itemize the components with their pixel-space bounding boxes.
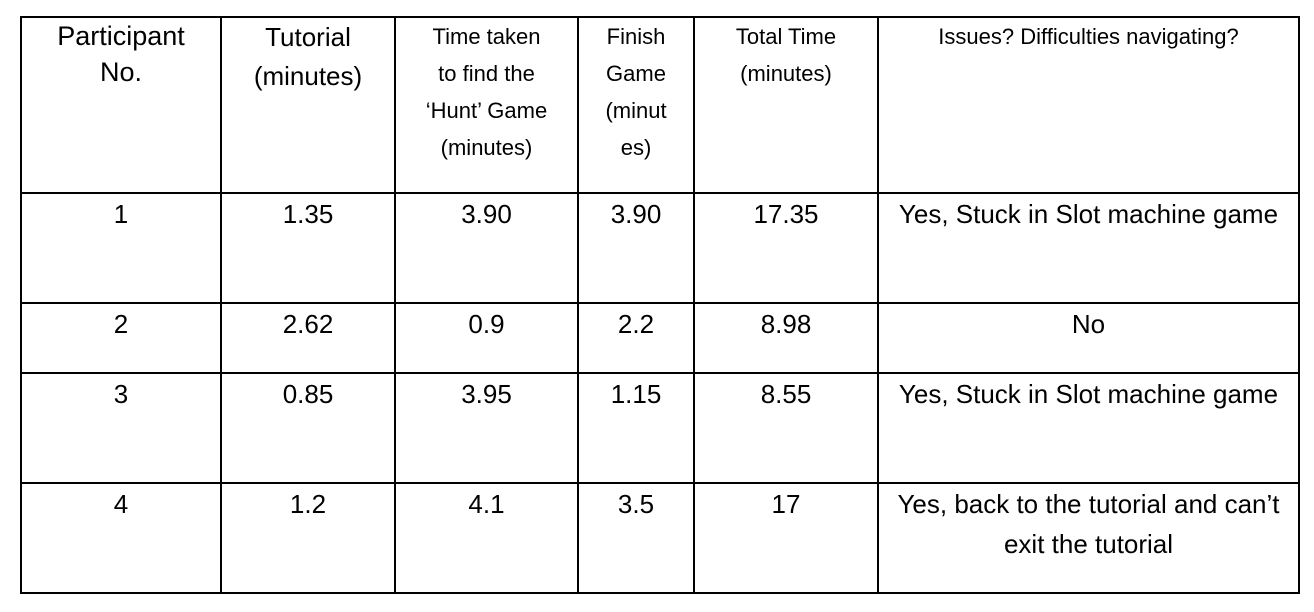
- total-time-cell: 17: [693, 482, 879, 594]
- hunt-time-cell: 3.95: [394, 372, 579, 484]
- hunt-time-cell: 3.90: [394, 192, 579, 304]
- issues-cell: Yes, Stuck in Slot machine game: [877, 372, 1300, 484]
- hunt-time-cell: 0.9: [394, 302, 579, 374]
- table-row: 3 0.85 3.95 1.15 8.55 Yes, Stuck in Slot…: [20, 372, 1300, 484]
- total-time-cell: 8.98: [693, 302, 879, 374]
- table-row: 2 2.62 0.9 2.2 8.98 No: [20, 302, 1300, 374]
- total-time-cell: 8.55: [693, 372, 879, 484]
- table-header-row: Participant No. Tutorial (minutes) Time …: [20, 16, 1300, 194]
- hunt-time-cell: 4.1: [394, 482, 579, 594]
- table-row: 4 1.2 4.1 3.5 17 Yes, back to the tutori…: [20, 482, 1300, 594]
- issues-cell: No: [877, 302, 1300, 374]
- finish-game-cell: 3.5: [577, 482, 695, 594]
- total-time-cell: 17.35: [693, 192, 879, 304]
- issues-cell: Yes, back to the tutorial and can’t exit…: [877, 482, 1300, 594]
- participant-cell: 1: [20, 192, 222, 304]
- tutorial-cell: 1.35: [220, 192, 396, 304]
- header-time-to-find-hunt: Time taken to find the ‘Hunt’ Game (minu…: [394, 16, 579, 194]
- participant-cell: 4: [20, 482, 222, 594]
- header-participant-no: Participant No.: [20, 16, 222, 194]
- tutorial-cell: 1.2: [220, 482, 396, 594]
- header-tutorial: Tutorial (minutes): [220, 16, 396, 194]
- tutorial-cell: 2.62: [220, 302, 396, 374]
- results-table: Participant No. Tutorial (minutes) Time …: [20, 16, 1300, 594]
- participant-cell: 3: [20, 372, 222, 484]
- finish-game-cell: 2.2: [577, 302, 695, 374]
- participant-cell: 2: [20, 302, 222, 374]
- tutorial-cell: 0.85: [220, 372, 396, 484]
- issues-cell: Yes, Stuck in Slot machine game: [877, 192, 1300, 304]
- header-finish-game: Finish Game (minut es): [577, 16, 695, 194]
- finish-game-cell: 1.15: [577, 372, 695, 484]
- finish-game-cell: 3.90: [577, 192, 695, 304]
- header-total-time: Total Time (minutes): [693, 16, 879, 194]
- header-issues: Issues? Difficulties navigating?: [877, 16, 1300, 194]
- table-row: 1 1.35 3.90 3.90 17.35 Yes, Stuck in Slo…: [20, 192, 1300, 304]
